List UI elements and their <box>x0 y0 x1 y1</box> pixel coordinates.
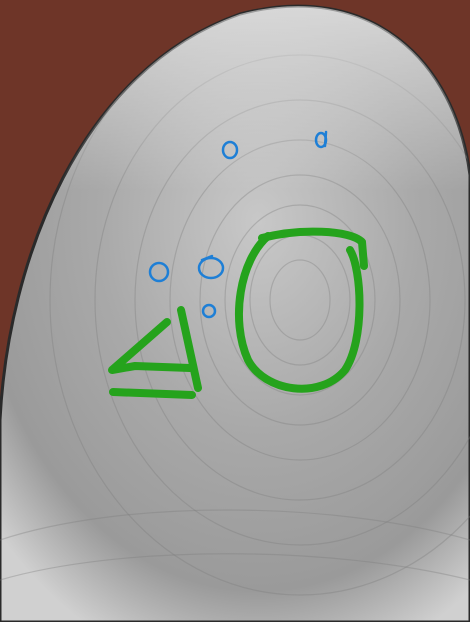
green-stroke <box>177 306 202 392</box>
green-stroke <box>109 388 196 399</box>
green-marks <box>108 227 368 399</box>
blue-circle <box>197 256 225 280</box>
blue-marks <box>148 130 328 319</box>
green-stroke <box>108 318 194 374</box>
green-stroke <box>258 227 368 270</box>
green-circle <box>234 232 364 393</box>
blue-circle <box>148 261 170 283</box>
blue-circle <box>221 140 239 160</box>
blue-stroke <box>200 254 214 262</box>
blue-stroke <box>323 130 328 148</box>
blue-circle <box>201 303 217 319</box>
